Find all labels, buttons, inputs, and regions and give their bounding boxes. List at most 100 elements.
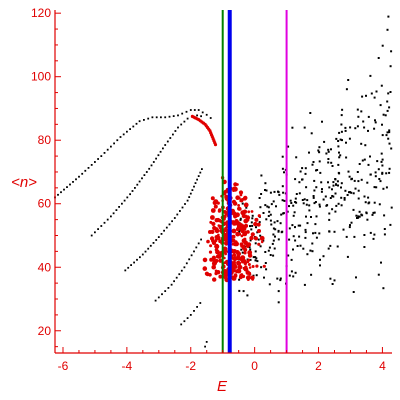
black-data-point: [246, 294, 249, 297]
black-data-point: [252, 256, 255, 259]
red-data-point: [231, 229, 234, 233]
black-data-point: [304, 236, 307, 239]
black-data-point: [288, 238, 291, 241]
black-data-point: [281, 167, 284, 170]
black-data-point: [272, 200, 275, 203]
black-data-point: [282, 191, 285, 194]
black-data-point: [138, 120, 141, 123]
black-data-point: [319, 171, 322, 174]
black-data-point: [333, 279, 336, 282]
black-data-point: [173, 217, 176, 219]
black-data-point: [383, 233, 386, 236]
black-data-point: [139, 256, 141, 259]
black-data-point: [363, 158, 366, 161]
black-data-point: [273, 247, 276, 250]
black-data-point: [382, 287, 385, 290]
black-data-point: [345, 235, 348, 238]
black-data-point: [386, 28, 389, 31]
black-data-point: [248, 246, 251, 249]
black-data-point: [315, 169, 317, 172]
black-data-point: [103, 221, 106, 224]
black-data-point: [164, 144, 167, 146]
black-data-point: [346, 255, 349, 258]
red-data-point: [231, 220, 235, 224]
black-data-point: [315, 215, 318, 218]
black-data-point: [87, 167, 90, 169]
black-data-point: [290, 202, 293, 204]
red-data-point: [251, 265, 255, 268]
red-data-point: [246, 230, 250, 234]
black-data-point: [338, 172, 341, 175]
black-data-point: [197, 109, 200, 111]
black-data-point: [152, 242, 155, 244]
y-tick-label: 120: [31, 6, 51, 20]
red-data-point: [254, 217, 259, 222]
black-data-point: [180, 123, 183, 126]
black-data-point: [154, 299, 157, 302]
black-data-point: [84, 169, 87, 172]
black-data-point: [378, 178, 381, 180]
black-data-point: [340, 130, 343, 133]
black-data-point: [238, 228, 241, 231]
black-data-point: [200, 238, 202, 241]
black-data-point: [160, 233, 163, 235]
red-data-point: [235, 212, 240, 218]
black-data-point: [374, 121, 377, 124]
red-data-point: [211, 261, 217, 266]
black-data-point: [357, 189, 360, 192]
black-data-point: [331, 165, 334, 167]
black-data-point: [147, 117, 150, 120]
plot-layer: [54, 10, 393, 353]
black-data-point: [373, 127, 376, 130]
black-data-point: [335, 137, 338, 140]
black-data-point: [274, 228, 277, 231]
black-data-point: [311, 250, 314, 253]
red-data-point: [236, 261, 242, 266]
black-data-point: [185, 262, 188, 265]
black-data-point: [281, 185, 284, 188]
black-data-point: [381, 44, 384, 47]
red-data-point: [213, 204, 218, 209]
black-data-point: [110, 215, 112, 218]
red-data-point: [215, 243, 219, 247]
black-data-point: [383, 228, 386, 230]
black-data-point: [132, 125, 135, 128]
black-data-point: [186, 317, 189, 319]
black-data-point: [346, 194, 349, 196]
black-data-point: [193, 310, 195, 312]
black-data-point: [365, 212, 368, 215]
black-data-point: [371, 213, 374, 216]
black-data-point: [353, 235, 356, 238]
black-data-point: [350, 221, 353, 224]
black-data-point: [194, 182, 197, 184]
black-data-point: [327, 247, 330, 250]
black-data-point: [381, 134, 384, 137]
black-data-point: [374, 119, 376, 122]
black-data-point: [311, 242, 314, 245]
black-data-point: [381, 123, 383, 126]
black-data-point: [370, 92, 373, 95]
black-data-point: [119, 136, 122, 138]
x-tick-label: 2: [315, 359, 322, 373]
black-data-point: [249, 258, 252, 261]
black-data-point: [366, 181, 369, 184]
black-data-point: [110, 145, 112, 148]
red-data-point: [217, 224, 221, 227]
black-data-point: [281, 230, 284, 233]
black-data-point: [189, 314, 192, 316]
black-data-point: [332, 181, 335, 184]
black-data-point: [157, 154, 160, 157]
black-data-point: [100, 155, 103, 157]
black-data-point: [350, 178, 353, 181]
y-tick-label: 20: [38, 324, 52, 338]
black-data-point: [141, 177, 143, 180]
black-data-point: [380, 261, 382, 264]
black-data-point: [272, 227, 275, 230]
black-data-point: [380, 160, 383, 163]
black-data-point: [367, 196, 370, 199]
red-data-point: [253, 221, 258, 227]
black-data-point: [268, 210, 271, 213]
black-data-point: [245, 206, 248, 209]
black-data-point: [367, 115, 370, 118]
black-data-point: [390, 206, 393, 209]
